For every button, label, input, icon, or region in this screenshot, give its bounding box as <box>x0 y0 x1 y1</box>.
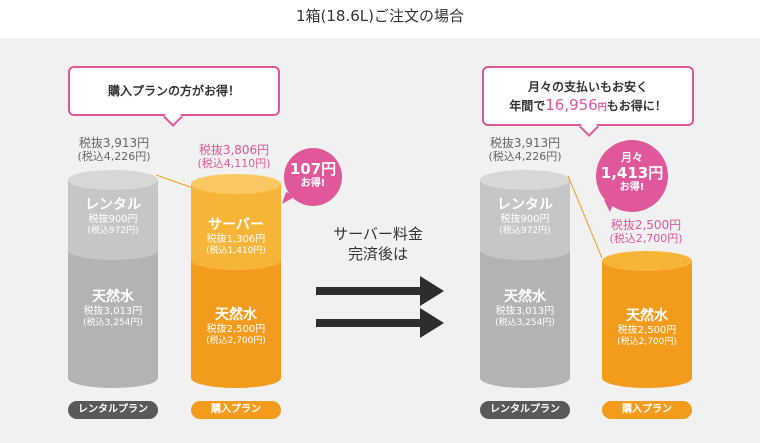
left-rental-total-incl: (税込4,226円) <box>77 150 151 163</box>
left-purchase-water-incl: (税込2,700円) <box>206 336 266 346</box>
right-rental-server-segment: レンタル 税抜900円 (税込972円) <box>480 196 570 237</box>
right-savings-amount: 1,413円 <box>600 164 664 182</box>
right-rental-water-incl: (税込3,254円) <box>495 318 555 328</box>
right-arrow-icon <box>316 276 444 306</box>
right-purchase-water-incl: (税込2,700円) <box>617 337 677 347</box>
left-purchase-total-excl: 税抜3,806円 <box>198 143 270 157</box>
right-callout-amount: 16,956 <box>545 96 598 114</box>
right-purchase-water-segment: 天然水 税抜2,500円 (税込2,700円) <box>602 307 692 348</box>
right-savings-badge: 月々 1,413円 お得! <box>596 140 668 212</box>
page-title: 1箱(18.6L)ご注文の場合 <box>0 0 760 38</box>
left-purchase-cylinder: サーバー 税抜1,306円 (税込1,410円) 天然水 税抜2,500円 (税… <box>191 174 281 388</box>
left-purchase-water-segment: 天然水 税抜2,500円 (税込2,700円) <box>191 306 281 347</box>
right-callout-yen: 円 <box>597 103 607 113</box>
right-compare-line <box>568 175 603 259</box>
left-badge-tail <box>282 192 296 204</box>
left-rental-server-title: レンタル <box>85 197 141 213</box>
left-purchase-total: 税抜3,806円 (税込4,110円) <box>186 143 282 171</box>
right-rental-total-excl: 税抜3,913円 <box>489 136 561 150</box>
left-purchase-server-segment: サーバー 税抜1,306円 (税込1,410円) <box>191 216 281 257</box>
right-savings-line1: 月々 <box>621 151 643 164</box>
left-rental-water-segment: 天然水 税抜3,013円 (税込3,254円) <box>68 288 158 329</box>
right-callout-line1: 月々の支払いもお安く <box>527 80 648 94</box>
right-rental-server-incl: (税込972円) <box>499 226 551 236</box>
right-purchase-water-price: 税抜2,500円 <box>617 325 677 336</box>
left-savings-amount: 107円 <box>289 160 337 178</box>
left-savings-text: お得! <box>300 178 326 189</box>
right-badge-tail <box>604 200 614 212</box>
right-rental-cylinder-shape <box>480 170 570 388</box>
right-rental-water-price: 税抜3,013円 <box>495 306 555 317</box>
left-purchase-server-price: 税抜1,306円 <box>206 234 266 245</box>
middle-caption-line2: 完済後は <box>347 245 408 263</box>
left-rental-water-price: 税抜3,013円 <box>83 306 143 317</box>
right-rental-server-price: 税抜900円 <box>500 214 550 225</box>
right-purchase-plan-pill: 購入プラン <box>602 401 692 419</box>
right-rental-water-segment: 天然水 税抜3,013円 (税込3,254円) <box>480 288 570 329</box>
left-purchase-server-incl: (税込1,410円) <box>206 246 266 256</box>
left-purchase-water-title: 天然水 <box>215 307 257 323</box>
left-rental-cylinder-shape <box>68 170 158 388</box>
right-purchase-total-excl: 税抜2,500円 <box>610 218 682 232</box>
middle-caption: サーバー料金 完済後は <box>318 224 438 264</box>
right-rental-server-title: レンタル <box>497 197 553 213</box>
left-purchase-server-title: サーバー <box>208 217 264 233</box>
right-arrow-icon <box>316 308 444 338</box>
left-rental-cylinder: レンタル 税抜900円 (税込972円) 天然水 税抜3,013円 (税込3,2… <box>68 170 158 388</box>
right-rental-water-title: 天然水 <box>504 289 546 305</box>
left-compare-line <box>156 174 197 190</box>
left-rental-total: 税抜3,913円 (税込4,226円) <box>66 136 162 164</box>
left-purchase-water-price: 税抜2,500円 <box>206 324 266 335</box>
right-callout-suffix: もお得に！ <box>606 99 667 113</box>
left-callout: 購入プランの方がお得！ <box>68 66 280 116</box>
right-purchase-total-incl: (税込2,700円) <box>609 232 683 245</box>
right-rental-total-incl: (税込4,226円) <box>488 150 562 163</box>
right-rental-total: 税抜3,913円 (税込4,226円) <box>477 136 573 164</box>
middle-caption-line1: サーバー料金 <box>333 225 423 243</box>
left-rental-total-excl: 税抜3,913円 <box>78 136 150 150</box>
left-rental-server-price: 税抜900円 <box>88 214 138 225</box>
left-rental-water-incl: (税込3,254円) <box>83 318 143 328</box>
left-purchase-total-incl: (税込4,110円) <box>197 157 271 170</box>
left-purchase-plan-pill: 購入プラン <box>191 401 281 419</box>
right-purchase-cylinder-shape <box>602 251 692 388</box>
right-savings-text: お得! <box>619 182 645 193</box>
left-rental-server-segment: レンタル 税抜900円 (税込972円) <box>68 196 158 237</box>
right-rental-plan-pill: レンタルプラン <box>480 401 570 419</box>
left-rental-plan-pill: レンタルプラン <box>68 401 158 419</box>
right-callout: 月々の支払いもお安く 年間で16,956円もお得に！ <box>482 66 694 126</box>
left-purchase-cylinder-shape <box>191 174 281 388</box>
right-purchase-water-title: 天然水 <box>626 308 668 324</box>
right-purchase-cylinder: 天然水 税抜2,500円 (税込2,700円) <box>602 251 692 388</box>
right-callout-prefix: 年間で <box>509 99 546 113</box>
left-rental-server-incl: (税込972円) <box>87 226 139 236</box>
right-rental-cylinder: レンタル 税抜900円 (税込972円) 天然水 税抜3,013円 (税込3,2… <box>480 170 570 388</box>
right-callout-line2: 年間で16,956円もお得に！ <box>484 96 692 117</box>
left-callout-text: 購入プランの方がお得！ <box>107 84 240 98</box>
left-rental-water-title: 天然水 <box>92 289 134 305</box>
right-purchase-total: 税抜2,500円 (税込2,700円) <box>598 218 694 246</box>
